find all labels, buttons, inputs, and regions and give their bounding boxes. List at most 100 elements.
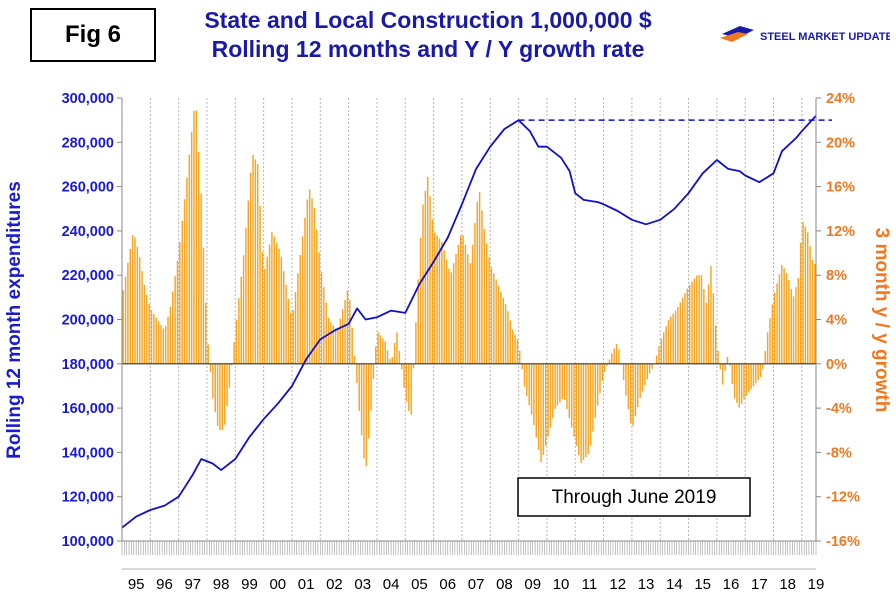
bar bbox=[563, 363, 566, 400]
bar bbox=[778, 274, 781, 364]
bar bbox=[193, 110, 195, 364]
x-tick-label: 00 bbox=[269, 576, 286, 593]
bar bbox=[379, 335, 382, 364]
bar bbox=[514, 334, 516, 364]
bar bbox=[183, 199, 186, 364]
bar bbox=[264, 269, 266, 364]
bar bbox=[714, 325, 717, 364]
bar bbox=[691, 281, 693, 364]
bar bbox=[792, 296, 795, 364]
bar bbox=[360, 363, 363, 436]
bar bbox=[391, 356, 394, 364]
x-tick-label: 04 bbox=[383, 576, 400, 593]
bar bbox=[287, 298, 290, 364]
x-tick-label: 05 bbox=[411, 576, 428, 593]
bar bbox=[559, 363, 561, 403]
bar bbox=[606, 363, 608, 366]
x-tick-label: 13 bbox=[638, 576, 655, 593]
left-tick-label: 140,000 bbox=[62, 445, 114, 461]
bar bbox=[622, 363, 625, 381]
left-tick-label: 200,000 bbox=[62, 313, 114, 329]
chart-title-line-2: Rolling 12 months and Y / Y growth rate bbox=[211, 36, 645, 62]
bar bbox=[233, 342, 235, 364]
bar bbox=[686, 288, 689, 364]
bar bbox=[481, 210, 483, 364]
bar bbox=[618, 349, 620, 364]
bar bbox=[807, 232, 809, 364]
bar bbox=[419, 237, 422, 364]
bar bbox=[504, 304, 507, 364]
bar bbox=[157, 321, 160, 364]
bar bbox=[197, 151, 200, 364]
right-axis-label: 3 month y / y growth bbox=[871, 228, 892, 413]
bar bbox=[266, 256, 268, 364]
bar bbox=[511, 329, 514, 364]
bar bbox=[460, 235, 462, 364]
bar bbox=[462, 235, 464, 364]
x-tick-label: 06 bbox=[439, 576, 456, 593]
bar bbox=[226, 363, 228, 407]
bar bbox=[174, 276, 176, 364]
bar bbox=[802, 222, 804, 364]
bar bbox=[410, 363, 412, 415]
bar bbox=[408, 363, 410, 411]
bar bbox=[164, 325, 167, 364]
bar bbox=[294, 291, 297, 364]
right-tick-label: -4% bbox=[826, 401, 852, 417]
bar bbox=[629, 363, 632, 424]
bar bbox=[719, 363, 722, 370]
bar bbox=[578, 363, 580, 456]
bar bbox=[530, 363, 533, 415]
right-tick-label: 20% bbox=[826, 135, 855, 151]
bar bbox=[415, 322, 417, 364]
bar bbox=[502, 297, 504, 364]
bar bbox=[323, 287, 325, 364]
bar bbox=[726, 356, 729, 364]
bar bbox=[247, 200, 250, 364]
bar bbox=[608, 359, 611, 364]
bar bbox=[141, 271, 143, 364]
bar bbox=[497, 285, 500, 364]
bar bbox=[356, 363, 358, 384]
bar bbox=[688, 284, 691, 364]
bar bbox=[431, 219, 434, 364]
bar bbox=[417, 279, 419, 364]
bar bbox=[403, 363, 405, 388]
x-tick-label: 95 bbox=[128, 576, 145, 593]
bar bbox=[334, 328, 337, 364]
bar bbox=[755, 363, 757, 384]
bar bbox=[282, 271, 285, 364]
right-tick-label: 16% bbox=[826, 180, 855, 196]
bar bbox=[393, 343, 396, 364]
x-tick-label: 96 bbox=[156, 576, 173, 593]
bar bbox=[273, 236, 275, 364]
bar bbox=[353, 355, 356, 364]
x-tick-label: 16 bbox=[723, 576, 740, 593]
bar bbox=[594, 363, 597, 418]
bar bbox=[634, 363, 637, 417]
bar bbox=[646, 363, 648, 380]
bar bbox=[363, 363, 365, 459]
bar bbox=[684, 293, 686, 364]
annotation-box bbox=[517, 477, 751, 517]
bar bbox=[252, 154, 254, 364]
bar bbox=[195, 110, 198, 364]
bar bbox=[450, 272, 453, 364]
bar bbox=[554, 363, 556, 410]
x-tick-label: 11 bbox=[582, 576, 598, 593]
bar bbox=[412, 363, 415, 369]
bar bbox=[308, 189, 311, 364]
figure-label: Fig 6 bbox=[30, 8, 156, 62]
bar bbox=[445, 259, 448, 364]
bar bbox=[290, 312, 292, 364]
right-tick-label: -8% bbox=[826, 445, 852, 461]
bar bbox=[769, 318, 771, 364]
bar bbox=[259, 205, 261, 364]
right-tick-label: -12% bbox=[826, 490, 860, 506]
bar bbox=[627, 363, 630, 410]
bar bbox=[441, 241, 443, 364]
bar bbox=[736, 363, 738, 404]
bar bbox=[637, 363, 639, 408]
bar bbox=[658, 346, 660, 364]
bar bbox=[717, 350, 719, 364]
